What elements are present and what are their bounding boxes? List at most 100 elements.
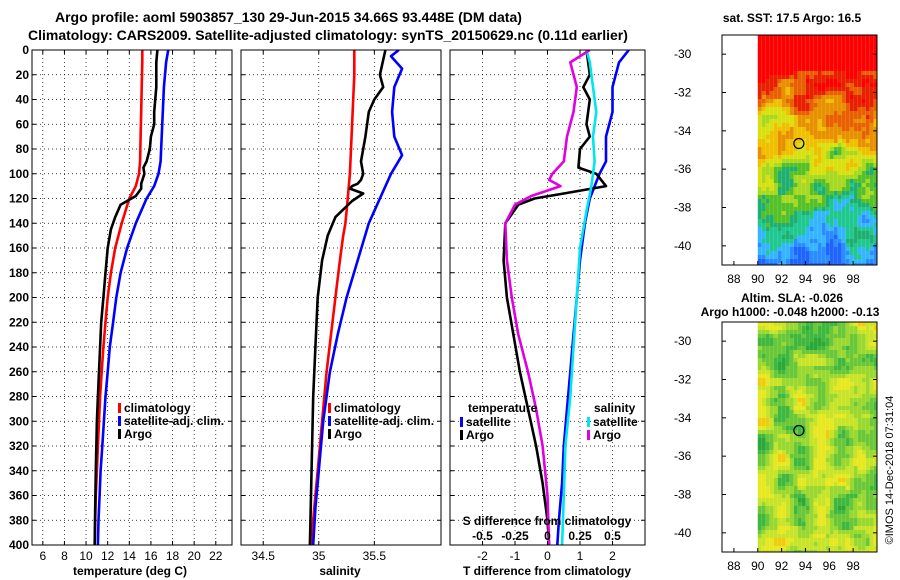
map-cell [769,462,774,466]
series-line-s-argo [503,50,591,545]
map-cell [865,135,870,139]
map-cell [801,502,806,506]
map-cell [837,422,842,426]
map-cell [761,478,766,482]
series-line-argo [93,50,159,545]
map-cell [857,494,862,498]
map-cell [837,231,842,235]
map-cell [813,243,818,247]
map-cell [833,342,838,346]
temperature-xlabel: temperature (deg C) [73,564,187,578]
map-cell [793,458,798,462]
map-cell [805,35,810,39]
sla-map-title-line1: Altim. SLA: -0.026 [741,291,843,305]
map-cell [797,486,802,490]
map-cell [757,251,762,255]
map-cell [769,386,774,390]
map-cell [761,211,766,215]
map-cell [773,438,778,442]
map-cell [793,474,798,478]
map-cell [833,374,838,378]
map-cell [813,111,818,115]
map-cell [789,127,794,131]
map-cell [857,47,862,51]
map-cell [761,207,766,211]
map-cell [777,398,782,402]
map-cell [849,243,854,247]
map-cell [845,406,850,410]
map-cell [809,466,814,470]
map-cell [769,378,774,382]
map-cell [825,179,830,183]
map-cell [813,410,818,414]
map-cell [833,219,838,223]
map-cell [869,247,874,251]
map-cell [849,334,854,338]
map-cell [857,510,862,514]
map-cell [769,63,774,67]
map-cell [813,179,818,183]
map-cell [845,486,850,490]
map-cell [873,366,877,370]
map-cell [829,366,834,370]
map-cell [829,231,834,235]
map-cell [765,406,770,410]
map-cell [853,334,858,338]
map-cell [813,43,818,47]
map-cell [769,51,774,55]
map-cell [849,326,854,330]
map-cell [789,350,794,354]
map-cell [837,75,842,79]
map-cell [773,422,778,426]
map-cell [817,231,822,235]
map-cell [845,430,850,434]
map-cell [773,450,778,454]
map-cell [805,139,810,143]
legend-swatch [118,416,121,426]
map-cell [801,490,806,494]
map-cell [769,346,774,350]
map-cell [829,83,834,87]
map-cell [801,111,806,115]
map-cell [765,454,770,458]
y-tick-label: 320 [9,439,29,453]
map-cell [825,462,830,466]
map-cell [809,207,814,211]
map-cell [857,486,862,490]
map-cell [773,374,778,378]
map-cell [833,39,838,43]
map-cell [865,251,870,255]
map-cell [761,342,766,346]
map-cell [837,346,842,350]
map-cell [825,486,830,490]
map-cell [853,75,858,79]
map-cell [829,195,834,199]
map-cell [757,426,762,430]
map-cell [869,159,874,163]
map-cell [829,103,834,107]
map-cell [833,95,838,99]
map-cell [845,115,850,119]
map-cell [865,167,870,171]
map-cell [869,87,874,91]
map-cell [825,151,830,155]
map-cell [781,167,786,171]
map-cell [825,550,830,552]
map-cell [869,450,874,454]
map-cell [833,546,838,550]
map-cell [805,247,810,251]
map-cell [873,139,877,143]
map-cell [793,147,798,151]
map-cell [845,191,850,195]
map-cell [785,143,790,147]
map-cell [837,99,842,103]
map-cell [809,127,814,131]
map-cell [837,366,842,370]
map-cell [785,203,790,207]
map-cell [765,71,770,75]
map-cell [797,526,802,530]
map-cell [769,219,774,223]
map-cell [801,195,806,199]
map-cell [853,354,858,358]
map-cell [797,75,802,79]
